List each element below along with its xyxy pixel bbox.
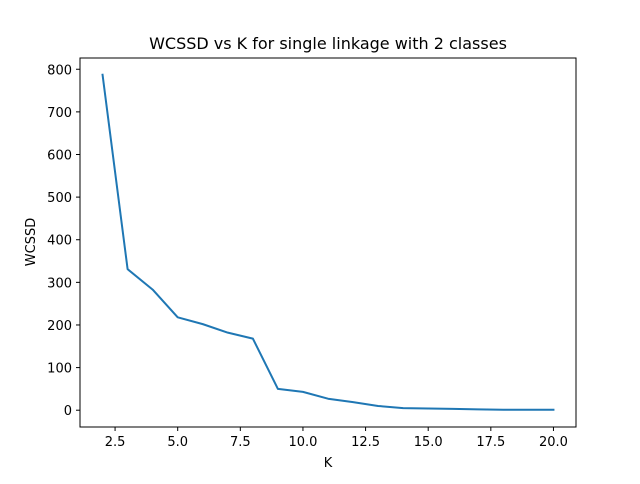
y-tick-label: 400 — [47, 234, 72, 249]
x-tick-label: 7.5 — [230, 435, 251, 450]
y-tick-label: 600 — [47, 148, 72, 163]
y-tick-label: 500 — [47, 191, 72, 206]
x-tick-label: 12.5 — [351, 435, 380, 450]
x-tick-label: 2.5 — [105, 435, 126, 450]
y-tick-label: 300 — [47, 276, 72, 291]
chart-title: WCSSD vs K for single linkage with 2 cla… — [149, 34, 507, 53]
x-axis-label: K — [324, 456, 333, 471]
tick-group: 2.5 5.0 7.5 10.0 12.5 15.0 17.5 20.0 0 100 200 300 4… — [47, 63, 568, 450]
y-tick-label: 200 — [47, 319, 72, 334]
series-line-wcssd — [101, 73, 555, 411]
y-tick-label: 0 — [64, 404, 72, 419]
series-layer — [101, 73, 555, 411]
y-tick-label: 800 — [47, 63, 72, 78]
x-tick-label: 20.0 — [539, 435, 568, 450]
x-tick-label: 17.5 — [476, 435, 505, 450]
y-tick-label: 700 — [47, 106, 72, 121]
plot-area-frame — [79, 57, 577, 428]
x-tick-label: 15.0 — [414, 435, 443, 450]
x-tick-label: 10.0 — [288, 435, 317, 450]
x-tick-label: 5.0 — [167, 435, 188, 450]
y-axis-label: WCSSD — [24, 218, 39, 266]
y-tick-label: 100 — [47, 362, 72, 377]
